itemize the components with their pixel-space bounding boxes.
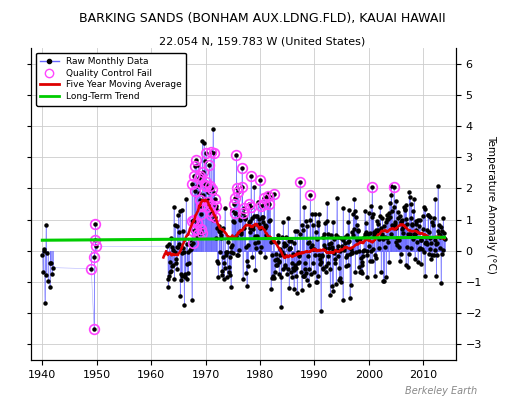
Text: BARKING SANDS (BONHAM AUX.LDNG.FLD), KAUAI HAWAII: BARKING SANDS (BONHAM AUX.LDNG.FLD), KAU…: [79, 12, 445, 25]
Y-axis label: Temperature Anomaly (°C): Temperature Anomaly (°C): [486, 134, 496, 274]
Text: Berkeley Earth: Berkeley Earth: [405, 386, 477, 396]
Text: 22.054 N, 159.783 W (United States): 22.054 N, 159.783 W (United States): [159, 36, 365, 46]
Legend: Raw Monthly Data, Quality Control Fail, Five Year Moving Average, Long-Term Tren: Raw Monthly Data, Quality Control Fail, …: [36, 52, 186, 106]
